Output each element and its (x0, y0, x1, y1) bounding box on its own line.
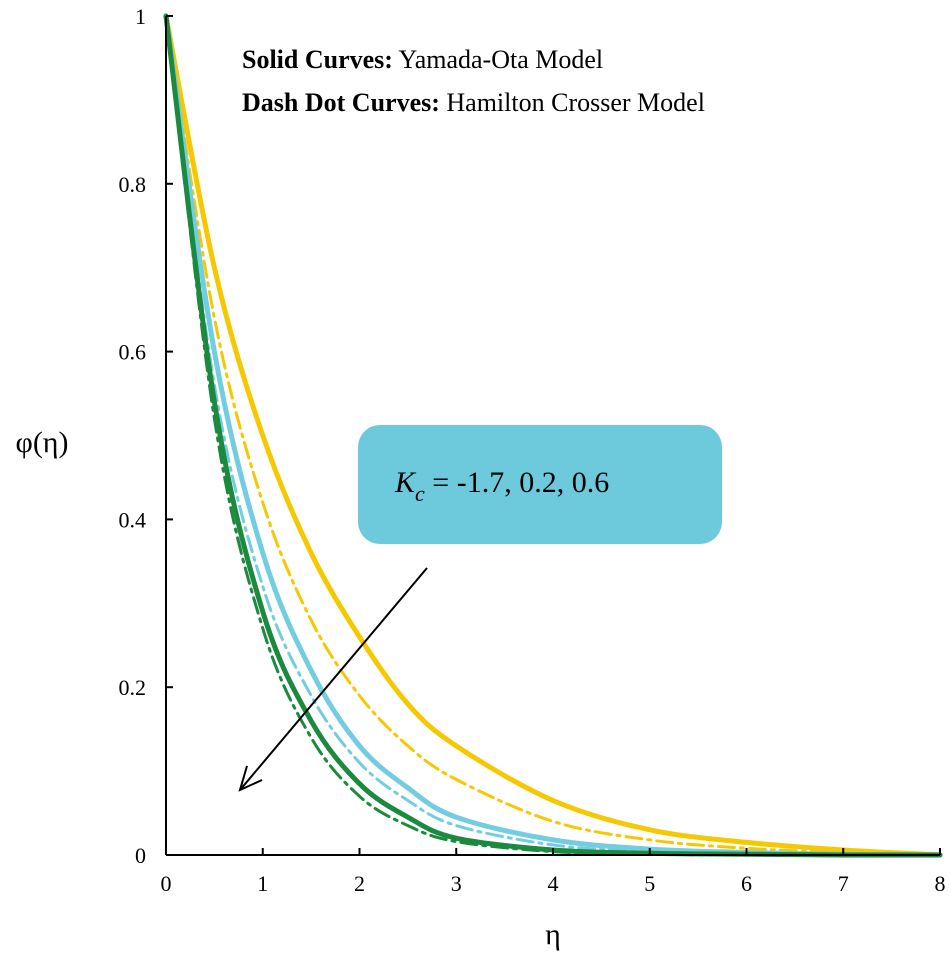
y-tick-label: 0.2 (119, 675, 147, 700)
x-tick-label: 7 (838, 871, 849, 896)
annotation-label: Kc = -1.7, 0.2, 0.6 (394, 466, 609, 506)
annotation-sub: c (415, 481, 425, 506)
y-tick-label: 0 (135, 843, 146, 868)
annotation-arrow (239, 567, 428, 791)
x-axis-title: η (545, 918, 561, 951)
annotation-box (358, 425, 722, 544)
y-tick-label: 0.4 (119, 507, 147, 532)
y-tick-label: 0.6 (119, 340, 147, 365)
x-tick-label: 6 (741, 871, 752, 896)
annotation-values: = -1.7, 0.2, 0.6 (425, 466, 609, 499)
legend-note-2-text: Hamilton Crosser Model (446, 88, 705, 117)
x-tick-label: 3 (451, 871, 462, 896)
series-line-yellow-solid (163, 13, 943, 858)
y-tick-label: 1 (135, 4, 146, 29)
x-tick-label: 5 (644, 871, 655, 896)
legend-note-1: Solid Curves: Yamada-Ota Model (242, 45, 603, 74)
x-tick-label: 4 (548, 871, 559, 896)
annotation-arrow-head (238, 765, 263, 792)
legend-note-2-bold: Dash Dot Curves: (242, 88, 440, 117)
x-tick-label: 1 (257, 871, 268, 896)
annotation-k: K (394, 466, 417, 499)
y-axis-title: φ(η) (16, 426, 69, 459)
series-line-yellow-dashdot (164, 14, 942, 857)
x-tick-label: 2 (354, 871, 365, 896)
legend-note-1-text: Yamada-Ota Model (399, 45, 604, 74)
x-tick-label: 0 (161, 871, 172, 896)
x-tick-label: 8 (935, 871, 946, 896)
ticks-layer: 0 1 2 3 4 5 6 7 8 0 0.2 0.4 0.6 0.8 1 (119, 4, 946, 896)
legend-note-1-bold: Solid Curves: (242, 45, 393, 74)
y-tick-label: 0.8 (119, 172, 147, 197)
legend-note-2: Dash Dot Curves: Hamilton Crosser Model (242, 88, 705, 117)
